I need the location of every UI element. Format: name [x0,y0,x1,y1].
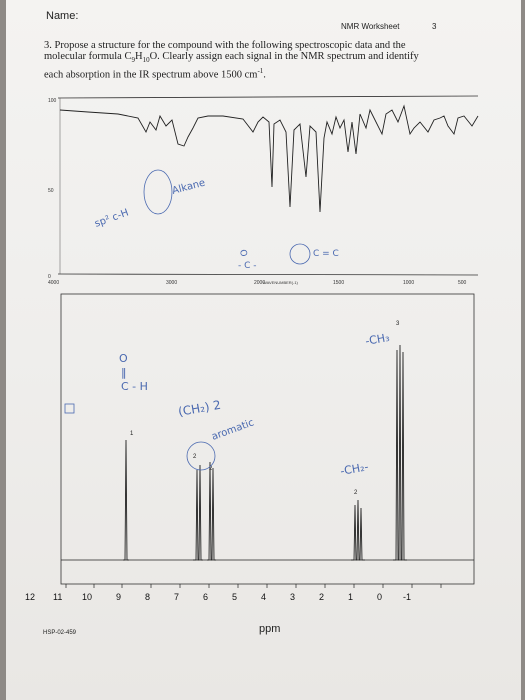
ir-note-carbonyl-o: O [237,249,248,258]
ir-spectrum-plot: 100 50 0 4000 3000 2000 1500 1000 500 WA… [48,95,479,286]
question-line-2a: molecular formula C [44,51,132,62]
worksheet-title: NMR Worksheet [341,22,400,31]
nmr-spectrum-plot: 1 2 2 2 3 O ‖ C - H (CH₂) 2 aromatic -CH… [60,293,475,588]
nmr-tick-0: 0 [377,592,383,602]
nmr-tick-6: 6 [203,592,209,602]
name-label: Name: [46,10,79,22]
nmr-peak-ch3 [393,344,407,561]
nmr-integration-3: 3 [396,321,400,327]
formula-sub-h: 10 [142,56,150,65]
nmr-peak-ch2 [351,499,365,561]
unit-superscript: -1 [257,67,264,76]
ir-circle-carbonyl [289,243,311,265]
nmr-peak-aromatic-2 [207,461,216,561]
ir-top-border [57,95,479,99]
worksheet-page: Name: NMR Worksheet 3 3. Propose a struc… [6,0,521,700]
nmr-tick-10: 10 [82,592,93,602]
nmr-note-ch2-group: (CH₂) 2 [177,398,222,419]
question-number: 3. [44,40,52,51]
formula-h: H [134,51,143,62]
ir-x-tick-3000: 3000 [166,280,177,286]
nmr-peak-aromatic-1 [193,464,203,561]
nmr-note-aldehyde-o: O [119,352,128,365]
nmr-circle-aromatic [186,441,216,471]
nmr-integration-1: 1 [130,431,134,437]
ir-note-alkane: Alkane [171,178,207,197]
nmr-tick-3: 3 [290,592,296,602]
nmr-tick-5: 5 [232,592,238,602]
nmr-tick-1: 1 [348,592,354,602]
nmr-note-aldehyde-ch: C - H [121,380,148,393]
nmr-tick-minus-1: -1 [403,592,412,602]
ir-y-zero: 0 [48,274,51,280]
question-line-3: each absorption in the IR spectrum above… [44,69,258,81]
ir-x-tick-4000: 4000 [48,280,59,286]
nmr-integration-2b: 2 [209,466,213,472]
ir-x-tick-1500: 1500 [333,280,344,286]
ir-note-cc: C = C [313,249,339,259]
ir-spectrum: 100 50 0 4000 3000 2000 1500 1000 500 WA… [48,92,482,286]
ir-circle-ch [143,169,173,215]
ir-y-mid: 50 [48,188,54,194]
nmr-integration-2c: 2 [354,490,358,496]
nmr-tick-4: 4 [261,592,267,602]
nmr-checkbox [64,403,75,414]
nmr-integration-2a: 2 [193,454,197,460]
nmr-note-ch3: -CH₃ [364,331,390,348]
ir-x-tick-1000: 1000 [403,280,414,286]
nmr-note-aromatic: aromatic [210,417,255,442]
nmr-tick-2: 2 [319,592,325,602]
nmr-tick-8: 8 [145,592,151,602]
nmr-frame [60,293,475,585]
spectrum-code: HSP-02-459 [43,630,77,636]
question-line-1: Propose a structure for the compound wit… [54,40,406,51]
nmr-note-ch2: -CH₂- [339,460,369,478]
ir-trace [59,104,479,213]
nmr-x-axis-label: ppm [259,623,281,635]
nmr-spectrum: 1 2 2 2 3 O ‖ C - H (CH₂) 2 aromatic -CH… [25,290,481,610]
ir-y-top: 100 [48,98,57,104]
page-number: 3 [432,22,437,31]
nmr-tick-9: 9 [116,592,122,602]
nmr-tick-12: 12 [25,592,36,602]
ir-bottom-border [57,273,479,276]
question-line-2b: O. Clearly assign each signal in the NMR… [149,51,419,62]
ir-note-carbonyl-c: - C - [238,261,257,271]
nmr-x-ticks [65,584,442,588]
nmr-tick-7: 7 [174,592,180,602]
ir-x-axis-label: WAVENUMBER(-1) [263,280,299,285]
nmr-note-aldehyde-bond: ‖ [121,366,127,379]
nmr-tick-11: 11 [53,592,63,602]
question-line-3-end: . [263,69,266,81]
nmr-peak-aldehyde [123,439,129,561]
ir-x-tick-500: 500 [458,280,467,286]
formula-sub-c: 9 [131,56,135,65]
ir-note-sp2-ch: sp² c-H [93,207,130,229]
ir-x-tick-2000: 2000 [254,280,265,286]
question-text: 3. Propose a structure for the compound … [44,40,464,81]
